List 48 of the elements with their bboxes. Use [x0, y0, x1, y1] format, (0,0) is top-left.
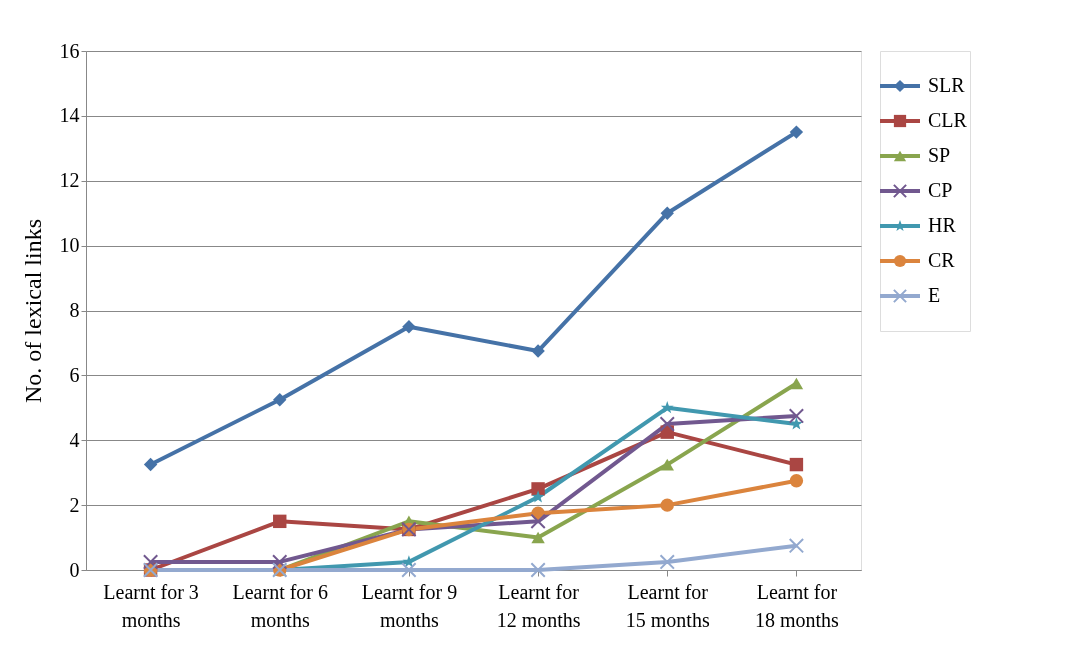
y-tick-label: 16 — [59, 39, 80, 62]
point — [401, 562, 417, 578]
point — [789, 377, 804, 390]
point — [530, 513, 546, 530]
point — [660, 458, 674, 471]
x-tick-label: Learnt for 6 months — [232, 580, 329, 631]
point — [531, 531, 545, 544]
y-tick-label: 6 — [69, 363, 80, 386]
y-tick-label: 4 — [69, 428, 80, 451]
point — [531, 344, 545, 358]
y-axis-title: No. of lexical links — [19, 219, 46, 403]
point — [789, 457, 804, 472]
point — [789, 125, 804, 139]
point — [272, 554, 288, 570]
point — [402, 320, 416, 334]
point — [788, 537, 805, 554]
y-tick-label: 12 — [59, 169, 80, 192]
y-tick-label: 14 — [59, 104, 80, 127]
legend-label: CR — [928, 249, 956, 271]
x-tick-label: Learnt for 15 months — [625, 580, 710, 631]
x-tick-label: Learnt for 18 months — [754, 580, 840, 631]
point — [660, 498, 674, 512]
point — [531, 490, 545, 503]
y-tick-label: 8 — [69, 299, 80, 321]
x-tick-label: Learnt for 9 months — [361, 580, 458, 631]
point — [143, 457, 158, 472]
point — [659, 554, 675, 570]
point — [660, 206, 674, 220]
legend-label: E — [928, 284, 941, 306]
point — [788, 408, 805, 424]
legend-label: SLR — [928, 74, 966, 96]
y-tick-label: 0 — [69, 558, 80, 581]
legend-label: CP — [928, 179, 953, 201]
y-tick-label: 10 — [59, 234, 80, 257]
point — [273, 393, 287, 407]
point — [659, 416, 675, 432]
y-tick-label: 2 — [69, 493, 80, 516]
point — [660, 401, 674, 414]
x-tick-label: Learnt for 12 months — [496, 580, 581, 631]
point — [530, 562, 546, 578]
legend-label: SP — [928, 144, 951, 166]
point — [273, 514, 287, 529]
point — [142, 554, 159, 570]
legend-label: HR — [928, 214, 957, 236]
point — [531, 482, 545, 496]
point — [789, 474, 804, 488]
legend-label: CLR — [928, 109, 968, 131]
x-tick-label: Learnt for 3 months — [103, 580, 199, 631]
